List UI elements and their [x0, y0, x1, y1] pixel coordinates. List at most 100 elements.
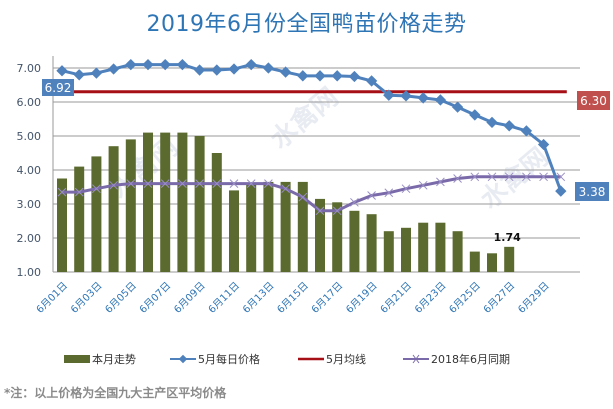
x-tick-label: 6月27日: [481, 280, 517, 316]
y-tick-label: 1.00: [17, 266, 42, 279]
marker-may-day-3: [90, 67, 103, 79]
marker-2018-day-10: [212, 179, 222, 188]
marker-2018-day-22: [418, 180, 428, 190]
marker-may-day-10: [211, 64, 223, 76]
marker-2018-day-28: [522, 172, 531, 182]
marker-2018-day-15: [298, 192, 308, 202]
y-tick-label: 5.00: [17, 130, 42, 143]
bar-day-24: [452, 231, 463, 272]
marker-2018-day-17: [332, 206, 342, 216]
marker-2018-day-7: [160, 179, 170, 188]
legend-label: 5月均线: [326, 353, 366, 366]
marker-may-day-17: [331, 70, 343, 82]
legend: 本月走势 5月每日价格 5月均线 2018年6月同期: [0, 351, 613, 371]
marker-may-day-27: [503, 120, 515, 132]
marker-may-day-16: [314, 70, 326, 82]
legend-bar-swatch-icon: [64, 355, 90, 363]
marker-2018-day-16: [315, 206, 325, 216]
legend-item-may-daily[interactable]: 5月每日价格: [170, 351, 260, 367]
legend-item-2018-june[interactable]: 2018年6月同期: [403, 351, 510, 367]
marker-2018-day-14: [281, 184, 290, 194]
marker-2018-day-23: [436, 177, 445, 187]
marker-may-day-15: [297, 70, 309, 82]
marker-may-day-9: [193, 64, 206, 76]
marker-may-day-6: [142, 58, 154, 71]
bar-day-11: [229, 190, 239, 272]
x-tick-label: 6月07日: [137, 280, 173, 316]
legend-x-line-icon: [403, 354, 429, 364]
bar-day-20: [383, 231, 394, 272]
marker-2018-day-20: [384, 188, 394, 198]
bar-day-2: [74, 166, 85, 272]
marker-2018-day-26: [487, 172, 497, 182]
x-axis: 6月01日6月03日6月05日6月07日6月09日6月11日6月13日6月15日…: [34, 280, 552, 316]
y-tick-label: 3.00: [17, 198, 42, 211]
line-2018-june: [62, 175, 561, 213]
legend-label: 5月每日价格: [198, 353, 260, 366]
x-tick-label: 6月03日: [68, 280, 104, 316]
y-tick-label: 6.00: [17, 96, 42, 109]
annotation-label: 6.92: [45, 81, 72, 95]
marker-2018-day-2: [74, 187, 84, 197]
y-tick-label: 7.00: [17, 62, 42, 75]
x-tick-label: 6月19日: [344, 280, 380, 316]
marker-may-day-2: [73, 69, 85, 81]
bar-day-15: [297, 181, 308, 272]
marker-may-day-4: [107, 63, 120, 75]
annotation-box: [577, 91, 610, 110]
bar-day-16: [315, 198, 325, 272]
marker-2018-day-21: [401, 184, 411, 194]
x-tick-label: 6月01日: [34, 280, 70, 316]
y-axis: 1.00 2.00 3.00 4.00 5.00 6.00 7.00: [17, 62, 42, 279]
x-tick-label: 6月25日: [447, 280, 483, 316]
bar-day-26: [487, 253, 497, 272]
marker-2018-day-8: [178, 179, 187, 188]
marker-may-day-29: [537, 138, 550, 151]
x-tick-label: 6月05日: [103, 280, 139, 316]
marker-2018-day-24: [453, 174, 462, 183]
marker-2018-day-25: [470, 172, 480, 182]
marker-2018-day-11: [229, 179, 239, 188]
marker-may-day-8: [176, 58, 189, 71]
bar-day-3: [91, 156, 102, 272]
bar-day-13: [263, 181, 274, 272]
marker-may-day-25: [469, 109, 481, 121]
bar-day-9: [194, 136, 205, 272]
x-tick-label: 6月15日: [275, 280, 311, 316]
legend-label: 本月走势: [92, 353, 136, 366]
data-label-1-74: 1.74: [494, 231, 521, 244]
marker-2018-day-18: [350, 197, 359, 207]
bar-day-27: [504, 246, 515, 272]
marker-may-day-30: [555, 185, 567, 197]
bar-day-25: [469, 251, 480, 272]
y-tick-label: 2.00: [17, 232, 42, 245]
marker-2018-day-29: [539, 172, 548, 182]
bar-day-19: [366, 214, 377, 272]
x-tick-label: 6月21日: [378, 280, 414, 316]
marker-2018-day-9: [195, 179, 204, 188]
marker-may-day-24: [451, 101, 464, 113]
marker-2018-day-12: [246, 179, 256, 188]
legend-item-may-average[interactable]: 5月均线: [298, 351, 366, 367]
bar-day-12: [246, 183, 257, 272]
marker-2018-day-30: [556, 172, 566, 182]
marker-2018-day-13: [264, 179, 273, 188]
x-tick-label: 6月13日: [240, 280, 276, 316]
legend-diamond-line-icon: [170, 354, 196, 364]
bar-day-5: [125, 139, 136, 272]
legend-label: 2018年6月同期: [431, 353, 510, 366]
marker-2018-day-27: [504, 172, 514, 182]
marker-may-day-13: [262, 62, 275, 74]
legend-item-bars[interactable]: 本月走势: [64, 351, 136, 367]
annotation-label: 6.30: [580, 94, 607, 108]
bar-day-23: [435, 222, 446, 272]
annotation-3-38: 3.38: [575, 182, 609, 201]
bar-day-7: [160, 132, 171, 272]
marker-may-day-18: [348, 70, 361, 83]
marker-may-day-26: [486, 116, 498, 129]
annotation-box: [42, 79, 74, 96]
marker-may-day-11: [228, 63, 240, 75]
bar-day-4: [108, 146, 119, 272]
chart-title: 2019年6月份全国鸭苗价格走势: [146, 12, 467, 37]
